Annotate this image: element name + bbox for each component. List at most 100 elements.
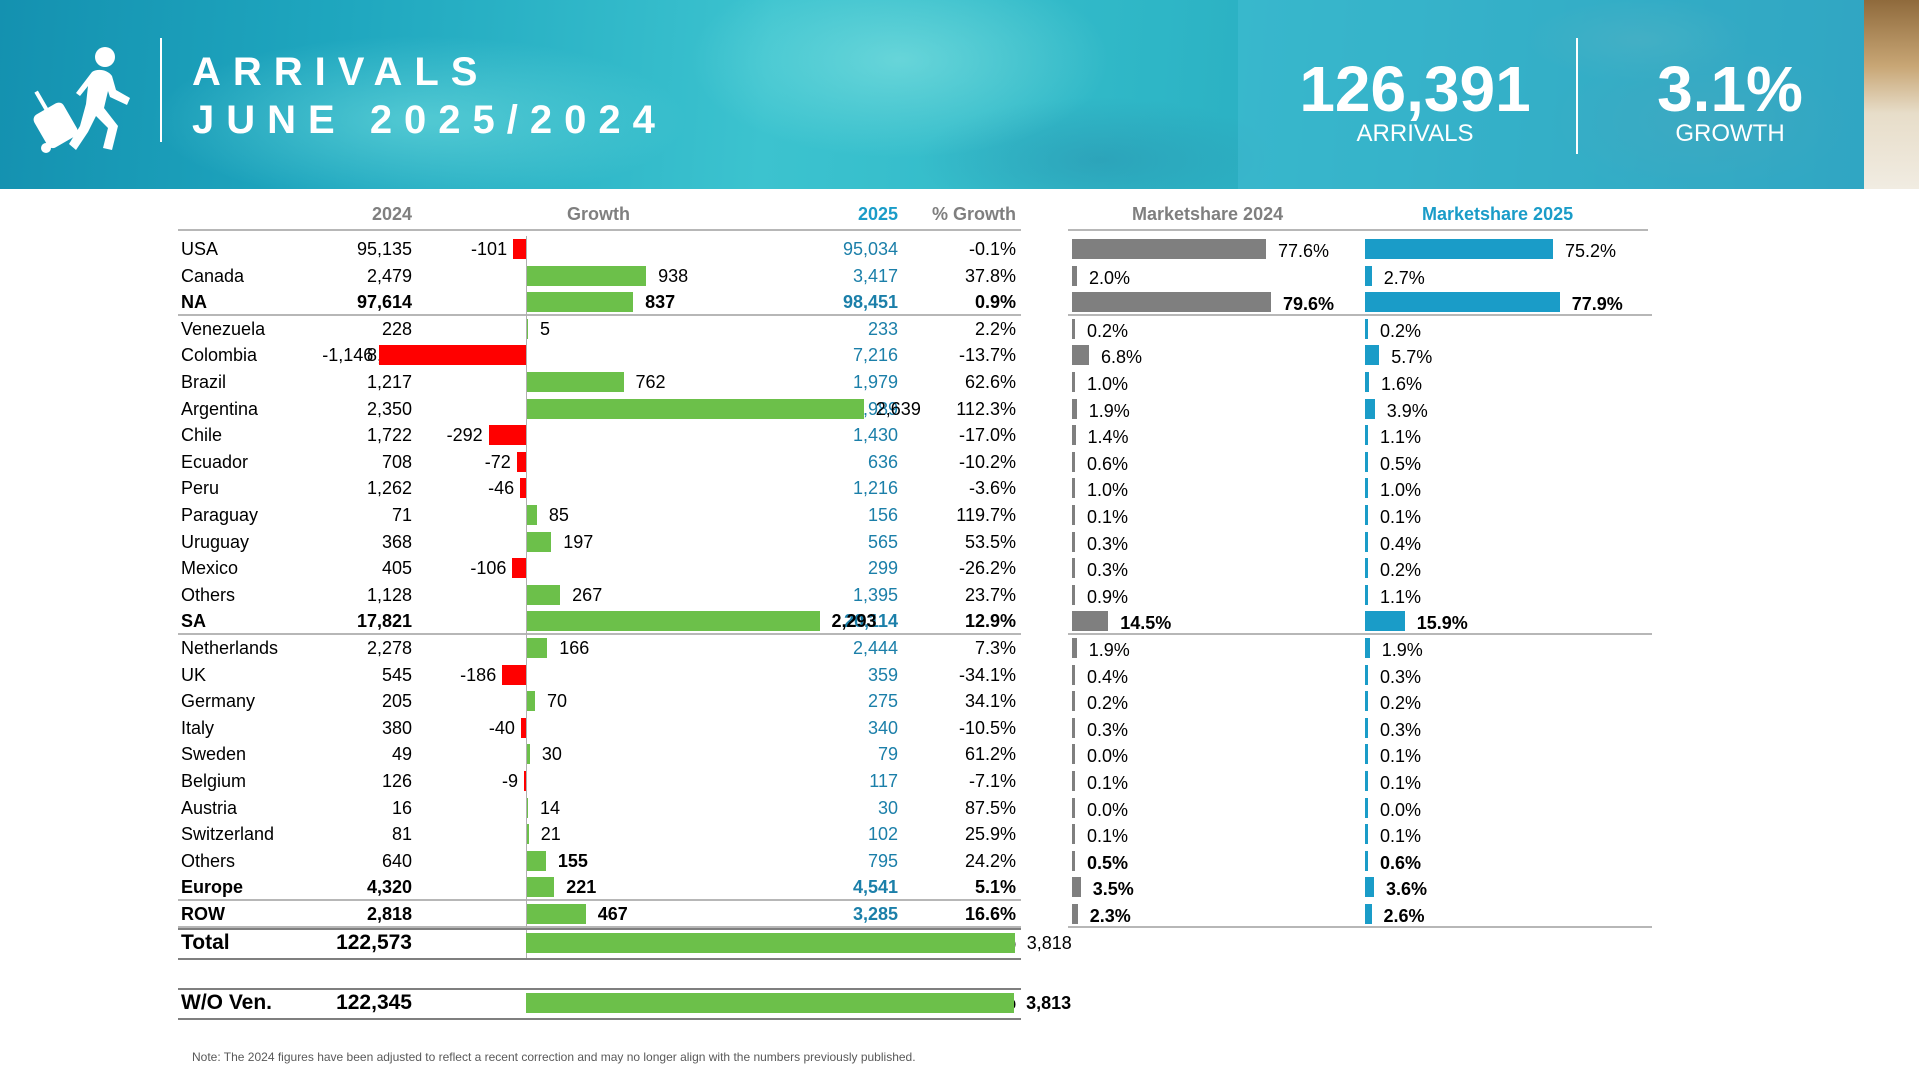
country-name: Ecuador — [181, 451, 249, 472]
country-name: Others — [181, 584, 236, 605]
share-2025-bar — [1365, 292, 1560, 313]
row-growth-bar — [520, 717, 526, 738]
table-row: Canada 2,479 3,417 37.8% 938 2.0% 2.7% — [0, 263, 1919, 289]
pct-growth: -0.1% — [968, 239, 1016, 259]
share-2025-bar-label: 3.6% — [1386, 879, 1428, 900]
banner-background-photo — [0, 0, 1919, 189]
share-2024-bar — [1072, 265, 1077, 286]
country-name: Germany — [181, 691, 256, 712]
share-2024-bar — [1072, 505, 1075, 525]
row-growth-label: 267 — [572, 584, 603, 605]
share-2025-bar — [1365, 638, 1370, 658]
col-header-share-2024: Marketshare 2024 — [1132, 204, 1284, 224]
share-2024-bar-label: 0.9% — [1087, 586, 1129, 607]
pct-growth: -26.2% — [958, 558, 1016, 579]
pct-growth: 5.1% — [974, 877, 1016, 898]
share-2025-bar — [1365, 425, 1368, 446]
share-2025-bar — [1365, 691, 1368, 712]
kpi-growth-label: GROWTH — [1675, 120, 1785, 147]
table-row: Austria 16 30 87.5% 14 0.0% 0.0% — [0, 795, 1919, 821]
table-row: Mexico 405 299 -26.2% -106 0.3% 0.2% — [0, 555, 1919, 581]
country-name: NA — [181, 292, 207, 313]
value-2024: 1,217 — [366, 372, 412, 392]
share-2025-bar-label: 0.1% — [1380, 746, 1422, 767]
share-2024-bar-label: 1.0% — [1087, 374, 1129, 394]
group-separator — [178, 925, 1021, 928]
share-2024-bar — [1072, 345, 1089, 366]
pct-growth: 25.9% — [964, 824, 1016, 845]
share-2025-bar — [1365, 877, 1374, 898]
wo-bottom-rule — [178, 1018, 1021, 1020]
value-2025: 4,541 — [852, 877, 898, 898]
value-2024: 95,135 — [356, 239, 412, 259]
share-2024-bar-label: 0.2% — [1087, 320, 1129, 341]
pct-growth: 112.3% — [956, 398, 1016, 419]
kpi-arrivals-value: 126,391 — [1299, 53, 1531, 125]
share-2024-bar — [1072, 584, 1075, 605]
country-name: SA — [181, 611, 207, 632]
row-growth-label: -106 — [470, 558, 507, 579]
share-2025-bar — [1365, 345, 1380, 366]
row-growth-bar — [526, 904, 586, 924]
row-growth-bar — [526, 505, 537, 525]
pct-growth: 62.6% — [964, 372, 1016, 392]
share-2025-bar — [1365, 824, 1368, 845]
group-separator — [178, 633, 1021, 635]
value-2024: 97,614 — [356, 292, 412, 313]
share-2024-bar-label: 1.4% — [1087, 427, 1129, 448]
row-growth-bar — [512, 558, 526, 579]
country-name: Others — [181, 850, 236, 871]
value-2025: 233 — [867, 318, 898, 339]
share-2024-bar — [1072, 850, 1075, 871]
share-2025-bar-label: 2.7% — [1383, 267, 1425, 288]
share-2025-bar-label: 1.9% — [1381, 640, 1423, 660]
share-2024-bar — [1072, 425, 1076, 446]
share-2025-bar-label: 0.3% — [1380, 719, 1422, 740]
growth-zero-axis — [526, 236, 527, 958]
pct-growth: 12.9% — [964, 611, 1016, 632]
pct-growth: -10.2% — [958, 451, 1016, 472]
share-2024-bar-label: 0.3% — [1087, 719, 1129, 740]
share-2025-bar-label: 2.6% — [1383, 906, 1425, 926]
row-growth-bar — [526, 531, 552, 552]
value-2024: 1,128 — [366, 584, 412, 605]
share-2025-bar-label: 0.6% — [1380, 852, 1422, 873]
row-growth-bar — [526, 797, 528, 818]
pct-growth: 23.7% — [964, 584, 1016, 605]
table-row: Ecuador 708 636 -10.2% -72 0.6% 0.5% — [0, 449, 1919, 475]
country-name: Brazil — [181, 372, 227, 392]
share-2024-bar-label: 0.1% — [1087, 826, 1129, 847]
total-row-growth-label: 3,818 — [1026, 933, 1072, 953]
country-name: Switzerland — [181, 824, 275, 845]
value-2025: 565 — [867, 531, 898, 552]
share-header-rule — [1068, 229, 1648, 231]
share-2024-bar — [1072, 904, 1078, 924]
share-2025-bar-label: 3.9% — [1386, 400, 1428, 421]
share-2024-bar — [1072, 744, 1075, 765]
share-2025-bar — [1365, 664, 1368, 685]
share-2025-bar-label: 15.9% — [1416, 613, 1468, 634]
value-2025: 795 — [867, 850, 898, 871]
row-growth-label: 155 — [557, 850, 588, 871]
share-2025-bar-label: 0.5% — [1380, 453, 1422, 474]
total-row-2024: 122,573 — [336, 931, 412, 954]
table-row: Uruguay 368 565 53.5% 197 0.3% 0.4% — [0, 529, 1919, 555]
share-2025-bar — [1365, 398, 1375, 419]
share-2025-bar — [1365, 797, 1368, 818]
share-2025-bar — [1365, 584, 1368, 605]
share-2025-bar — [1365, 239, 1553, 259]
without-venezuela-row-growth-bar — [526, 993, 1015, 1013]
share-2024-bar-label: 1.9% — [1088, 400, 1130, 421]
value-2025: 299 — [867, 558, 898, 579]
share-2025-bar — [1365, 771, 1368, 791]
share-2025-bar-label: 0.1% — [1380, 773, 1422, 793]
col-header-share-2025: Marketshare 2025 — [1422, 204, 1574, 224]
country-name: UK — [181, 664, 207, 685]
share-2024-bar-label: 0.0% — [1087, 746, 1129, 767]
header-banner: ARRIVALS JUNE 2025/2024 126,391 ARRIVALS… — [0, 0, 1919, 189]
value-2024: 126 — [381, 771, 412, 791]
share-2025-bar-label: 77.9% — [1571, 294, 1623, 315]
share-2024-bar-label: 3.5% — [1092, 879, 1134, 900]
share-2025-bar-label: 5.7% — [1391, 347, 1433, 368]
share-2025-bar-label: 0.4% — [1380, 533, 1422, 554]
